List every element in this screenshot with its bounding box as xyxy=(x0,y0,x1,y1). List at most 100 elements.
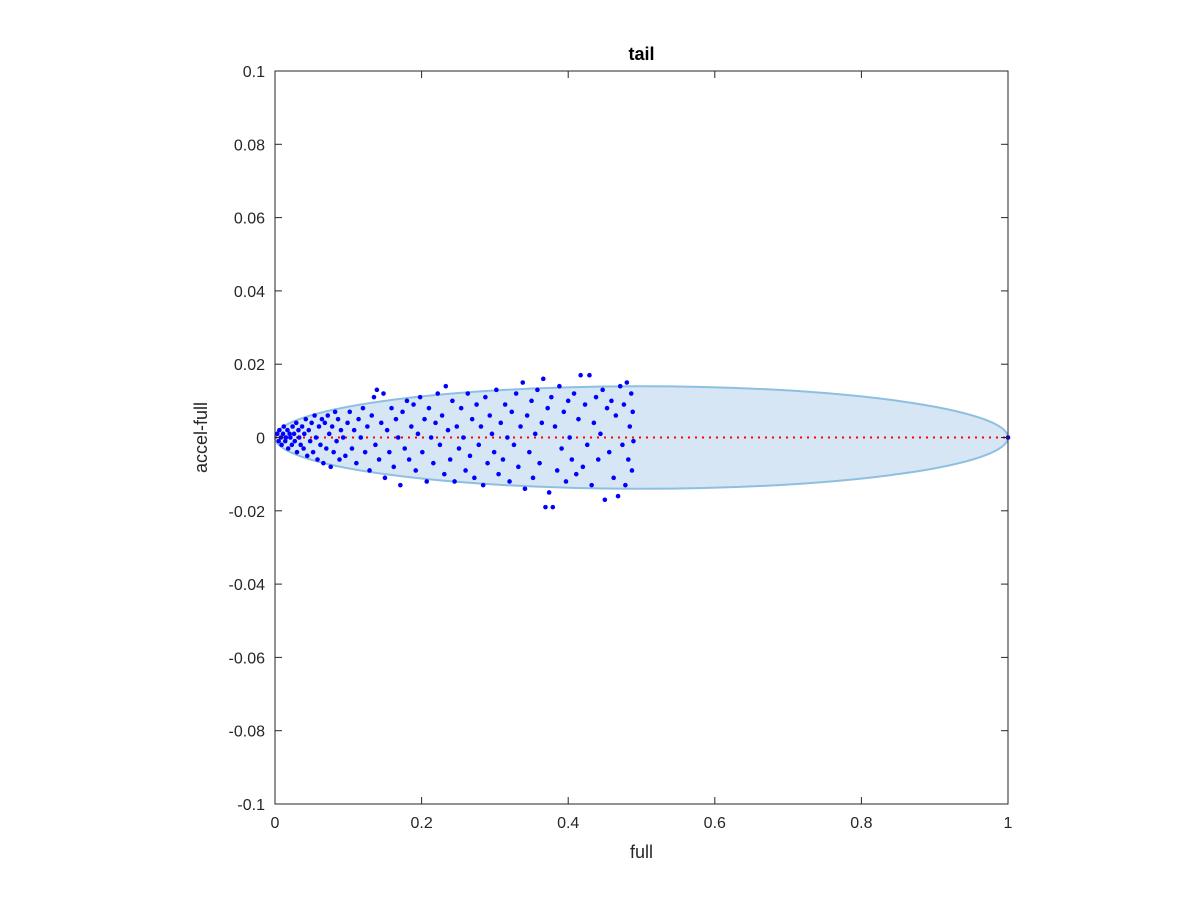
data-point xyxy=(400,409,405,415)
data-point xyxy=(326,431,332,437)
data-point xyxy=(532,431,538,437)
data-point xyxy=(378,420,384,426)
y-axis-label: accel-full xyxy=(191,402,211,473)
data-point xyxy=(381,391,386,396)
data-point xyxy=(306,427,312,433)
data-point xyxy=(413,468,419,473)
data-point xyxy=(294,449,300,455)
data-point xyxy=(496,471,501,477)
data-point xyxy=(545,405,550,411)
data-point xyxy=(576,416,581,422)
data-point xyxy=(442,471,447,477)
data-point xyxy=(276,438,281,444)
data-point xyxy=(428,435,434,440)
data-point xyxy=(557,383,562,389)
data-point xyxy=(289,442,295,448)
data-point xyxy=(290,424,295,429)
x-tick-label: 0.4 xyxy=(557,815,579,832)
data-point xyxy=(529,398,534,404)
data-point xyxy=(539,420,545,426)
data-point xyxy=(456,446,462,451)
data-point xyxy=(454,424,460,429)
data-point xyxy=(435,391,441,396)
data-point xyxy=(321,460,326,466)
data-point xyxy=(420,449,425,455)
data-point xyxy=(624,380,630,385)
data-point xyxy=(549,394,554,400)
data-point xyxy=(615,493,621,499)
data-point xyxy=(312,413,317,418)
data-point xyxy=(439,413,445,418)
data-point xyxy=(452,479,457,484)
data-point xyxy=(334,438,339,444)
y-tick-label: 0.02 xyxy=(234,357,265,374)
data-point xyxy=(518,424,523,429)
data-point xyxy=(465,391,471,396)
data-point xyxy=(347,409,353,415)
data-point xyxy=(298,442,303,448)
x-tick-label: 0.6 xyxy=(704,815,726,832)
data-point xyxy=(489,431,495,437)
data-point xyxy=(384,427,390,433)
data-point xyxy=(373,442,378,448)
data-point xyxy=(288,435,293,440)
data-point xyxy=(552,424,558,429)
data-point xyxy=(274,431,280,437)
data-point xyxy=(303,416,309,422)
data-point xyxy=(362,449,368,455)
data-point xyxy=(626,457,631,462)
data-point xyxy=(338,427,344,433)
data-point xyxy=(540,376,546,382)
data-point xyxy=(358,435,364,440)
data-point xyxy=(301,446,306,451)
data-point xyxy=(337,457,342,462)
data-point xyxy=(578,372,583,378)
data-point xyxy=(561,409,567,415)
data-point xyxy=(593,394,599,400)
data-point xyxy=(329,424,335,429)
y-tick-label: -0.1 xyxy=(237,797,265,814)
data-point xyxy=(591,420,597,426)
data-point xyxy=(569,457,575,462)
data-point xyxy=(621,402,627,407)
data-point xyxy=(371,394,377,400)
data-point xyxy=(527,449,532,455)
data-point xyxy=(422,416,427,422)
data-point xyxy=(463,468,468,473)
data-point xyxy=(382,475,388,481)
data-point xyxy=(587,372,592,378)
data-point xyxy=(629,468,635,473)
data-point xyxy=(343,453,348,459)
data-point xyxy=(543,504,548,510)
data-point xyxy=(589,482,594,488)
data-point xyxy=(411,402,416,407)
data-point xyxy=(322,420,328,426)
data-point xyxy=(505,435,510,440)
data-point xyxy=(609,398,614,404)
data-point xyxy=(487,413,493,418)
data-point xyxy=(335,416,341,422)
y-tick-label: 0.08 xyxy=(234,137,265,154)
data-point xyxy=(445,427,451,433)
data-point xyxy=(565,398,571,404)
data-point xyxy=(433,420,438,426)
data-point xyxy=(606,449,612,455)
data-point xyxy=(424,479,430,484)
data-point xyxy=(524,413,530,418)
data-point xyxy=(332,409,338,415)
data-point xyxy=(571,391,577,396)
data-point xyxy=(537,460,542,466)
data-point xyxy=(491,449,497,455)
data-point xyxy=(467,453,473,459)
data-point xyxy=(293,420,299,426)
data-point xyxy=(299,424,305,429)
data-point xyxy=(409,424,414,429)
data-point xyxy=(474,402,479,407)
data-point xyxy=(450,398,455,404)
data-point xyxy=(516,464,521,470)
data-point xyxy=(376,457,382,462)
data-point xyxy=(509,409,515,415)
data-point xyxy=(395,435,401,440)
data-point xyxy=(304,453,310,459)
